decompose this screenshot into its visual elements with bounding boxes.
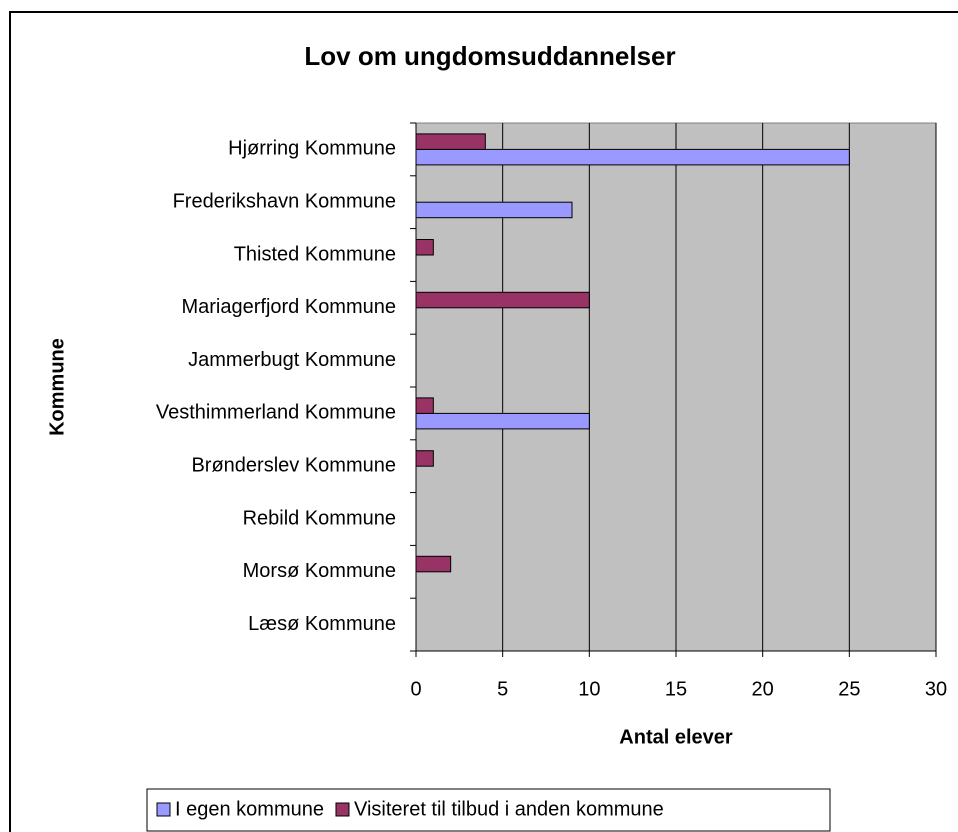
bar [415, 148, 850, 166]
x-axis-title: Antal elever [619, 726, 733, 748]
y-tick-label: Thisted Kommune [234, 243, 396, 265]
chart-title: Lov om ungdomsuddannelser [304, 41, 675, 71]
y-axis-title: Kommune [46, 338, 68, 436]
bar [415, 397, 434, 414]
y-tick-label: Vesthimmerland Kommune [156, 402, 396, 424]
y-tick-label: Brønderslev Kommune [191, 454, 396, 476]
legend-label: Visiteret til tilbud i anden kommune [354, 798, 664, 820]
bar [415, 555, 452, 573]
y-tick-label: Morsø Kommune [243, 560, 396, 582]
bar [415, 133, 486, 150]
x-tick-label: 30 [925, 678, 947, 700]
x-tick-label: 15 [665, 678, 687, 700]
bar [415, 201, 573, 219]
x-tick-label: 5 [497, 678, 508, 700]
legend-label: I egen kommune [175, 798, 324, 820]
x-tick-label: 25 [838, 678, 860, 700]
y-tick-label: Mariagerfjord Kommune [181, 296, 396, 318]
bar [415, 239, 434, 256]
x-tick-label: 20 [752, 678, 774, 700]
y-tick-label: Læsø Kommune [248, 613, 396, 635]
bar [415, 412, 590, 430]
legend-swatch [335, 802, 350, 817]
y-tick-label: Frederikshavn Kommune [173, 190, 396, 212]
legend-box [146, 788, 831, 832]
y-tick-label: Jammerbugt Kommune [188, 349, 396, 371]
bar [415, 450, 434, 467]
bar [415, 291, 590, 309]
y-tick-label: Hjørring Kommune [228, 138, 396, 160]
x-tick-label: 10 [578, 678, 600, 700]
y-tick-label: Rebild Kommune [243, 507, 396, 529]
legend-swatch [156, 802, 171, 817]
x-tick-label: 0 [410, 678, 421, 700]
